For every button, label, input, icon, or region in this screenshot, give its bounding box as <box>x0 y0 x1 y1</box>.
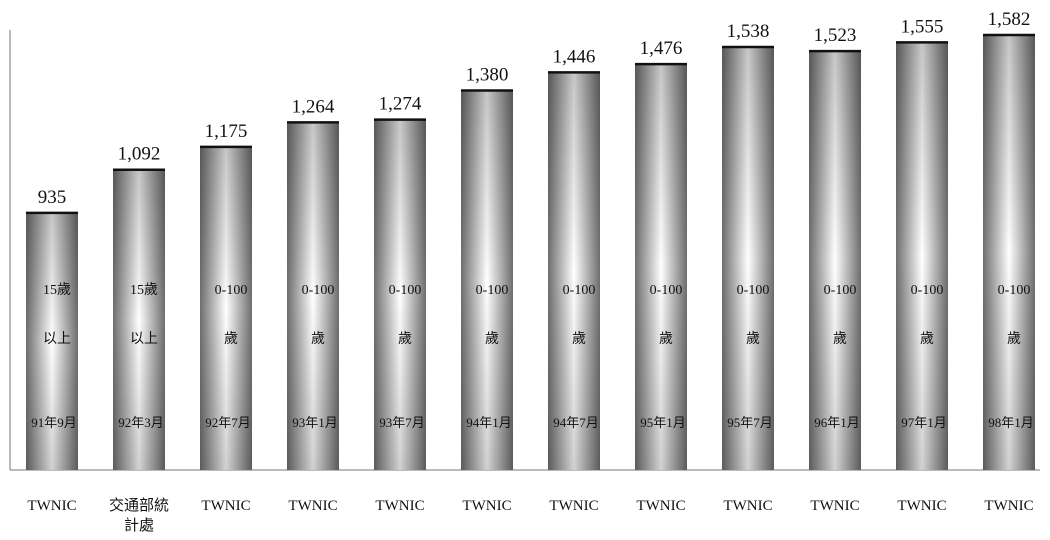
data-label: 1,446 <box>553 46 596 67</box>
date-label: 95年1月 <box>640 415 686 430</box>
age-label: 歲 <box>833 331 847 347</box>
date-label: 91年9月 <box>31 415 77 430</box>
age-label: 以上 <box>43 331 71 347</box>
data-label: 1,264 <box>292 96 335 117</box>
x-tick-label: TWNIC <box>462 498 511 514</box>
x-tick-label: TWNIC <box>636 498 685 514</box>
bar-shading <box>461 90 513 470</box>
age-label: 0-100 <box>389 283 422 298</box>
x-tick-label: TWNIC <box>27 498 76 514</box>
date-label: 94年7月 <box>553 415 599 430</box>
x-tick-label: 交通部統 <box>109 496 169 514</box>
data-label: 1,476 <box>640 38 683 59</box>
age-label: 0-100 <box>215 283 248 298</box>
age-label: 歲 <box>485 331 499 347</box>
data-label: 1,523 <box>814 25 857 46</box>
date-label: 93年1月 <box>292 415 338 430</box>
x-tick-label: TWNIC <box>201 498 250 514</box>
age-label: 歲 <box>659 331 673 347</box>
data-label: 1,555 <box>901 16 944 37</box>
age-label: 0-100 <box>476 283 509 298</box>
age-label: 歲 <box>398 331 412 347</box>
data-label: 1,175 <box>205 121 248 142</box>
bar-shading <box>26 212 78 470</box>
x-tick-label: 計處 <box>124 517 154 534</box>
data-label: 1,538 <box>727 21 770 42</box>
x-tick-label: TWNIC <box>984 498 1033 514</box>
bar-shading <box>113 169 165 470</box>
bar-shading <box>374 119 426 471</box>
age-label: 0-100 <box>737 283 770 298</box>
date-label: 93年7月 <box>379 415 425 430</box>
x-tick-label: TWNIC <box>375 498 424 514</box>
x-tick-label: TWNIC <box>549 498 598 514</box>
date-label: 98年1月 <box>988 415 1034 430</box>
age-label: 歲 <box>224 331 238 347</box>
age-label: 0-100 <box>302 283 335 298</box>
age-label: 15歲 <box>43 282 71 298</box>
bar-shading <box>896 42 948 470</box>
x-tick-label: TWNIC <box>897 498 946 514</box>
date-label: 92年3月 <box>118 415 164 430</box>
bar-shading <box>983 34 1035 470</box>
bar-shading <box>287 122 339 471</box>
age-label: 0-100 <box>911 283 944 298</box>
date-label: 97年1月 <box>901 415 947 430</box>
x-tick-label: TWNIC <box>810 498 859 514</box>
age-label: 0-100 <box>824 283 857 298</box>
bar-shading <box>548 72 600 470</box>
age-label: 歲 <box>572 331 586 347</box>
date-label: 95年7月 <box>727 415 773 430</box>
date-label: 96年1月 <box>814 415 860 430</box>
age-label: 0-100 <box>998 283 1031 298</box>
data-label: 935 <box>38 187 67 208</box>
bar-shading <box>809 51 861 471</box>
data-label: 1,092 <box>118 144 161 165</box>
age-label: 歲 <box>311 331 325 347</box>
age-label: 歲 <box>920 331 934 347</box>
x-tick-label: TWNIC <box>723 498 772 514</box>
age-label: 歲 <box>1007 331 1021 347</box>
age-label: 15歲 <box>130 282 158 298</box>
data-label: 1,582 <box>988 9 1031 30</box>
age-label: 歲 <box>746 331 760 347</box>
age-label: 以上 <box>130 331 158 347</box>
bar-shading <box>200 146 252 470</box>
age-label: 0-100 <box>650 283 683 298</box>
bar-shading <box>635 64 687 470</box>
date-label: 94年1月 <box>466 415 512 430</box>
x-tick-label: TWNIC <box>288 498 337 514</box>
bar-shading <box>722 47 774 471</box>
date-label: 92年7月 <box>205 415 251 430</box>
age-label: 0-100 <box>563 283 596 298</box>
data-label: 1,380 <box>466 65 509 86</box>
data-label: 1,274 <box>379 94 422 115</box>
